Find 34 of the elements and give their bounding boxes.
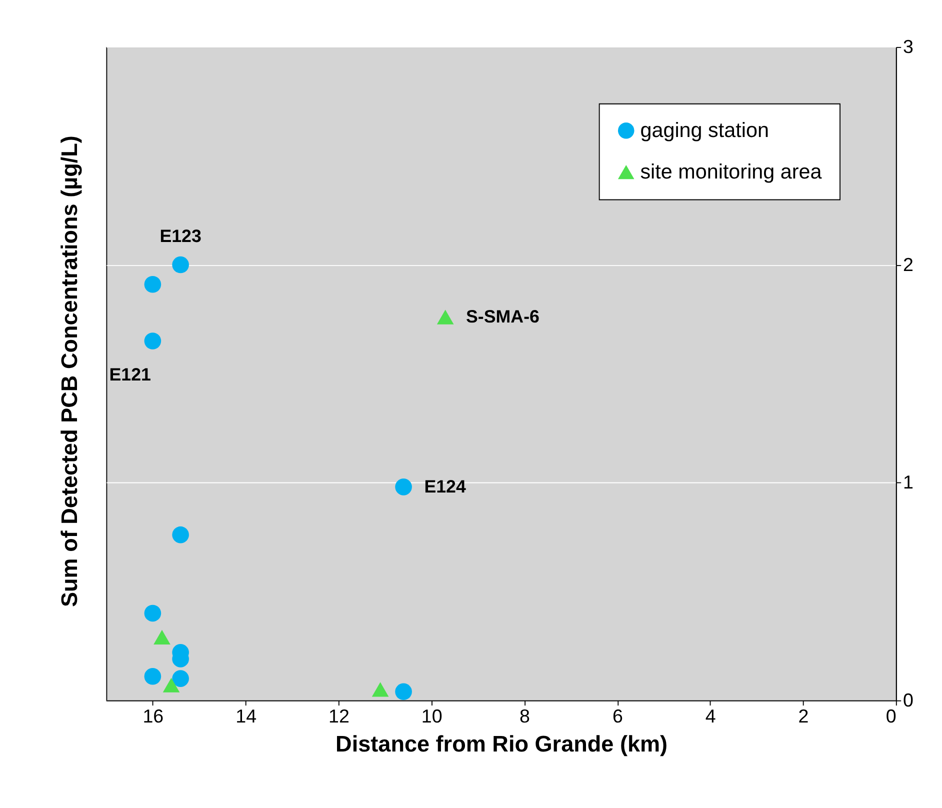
annotation: E121 — [109, 364, 152, 384]
point — [144, 276, 162, 293]
annotation: E123 — [160, 226, 202, 246]
legend-label: site monitoring area — [640, 160, 822, 184]
x-tick-label: 6 — [612, 705, 623, 726]
y-tick-label: 1 — [902, 472, 914, 493]
x-tick-label: 10 — [421, 705, 442, 726]
legend-label: gaging station — [640, 119, 769, 142]
point — [144, 332, 162, 350]
x-tick-label: 12 — [328, 705, 350, 726]
x-tick-label: 0 — [886, 705, 896, 726]
point — [436, 310, 454, 324]
x-tick-label: 4 — [705, 705, 716, 726]
annotation: E124 — [424, 476, 466, 497]
y-tick-label: 2 — [902, 254, 914, 275]
point — [154, 630, 170, 644]
point — [144, 604, 162, 622]
point — [395, 683, 412, 700]
y-tick-label: 0 — [902, 689, 914, 710]
x-tick-label: 14 — [236, 705, 257, 726]
point — [172, 526, 189, 544]
annotation: S-SMA-6 — [466, 306, 540, 327]
point — [172, 256, 189, 274]
point — [372, 682, 389, 697]
y-axis-title: Sum of Detected PCB Concentrations (µg/L) — [57, 136, 82, 608]
point — [162, 678, 180, 692]
point — [395, 478, 412, 496]
x-tick-label: 8 — [520, 705, 530, 726]
x-tick-label: 2 — [798, 705, 809, 726]
point — [144, 668, 162, 685]
x-axis-title: Distance from Rio Grande (km) — [336, 732, 668, 757]
x-tick-label: 16 — [142, 705, 164, 726]
y-tick-label: 3 — [902, 36, 914, 58]
point — [172, 670, 189, 687]
